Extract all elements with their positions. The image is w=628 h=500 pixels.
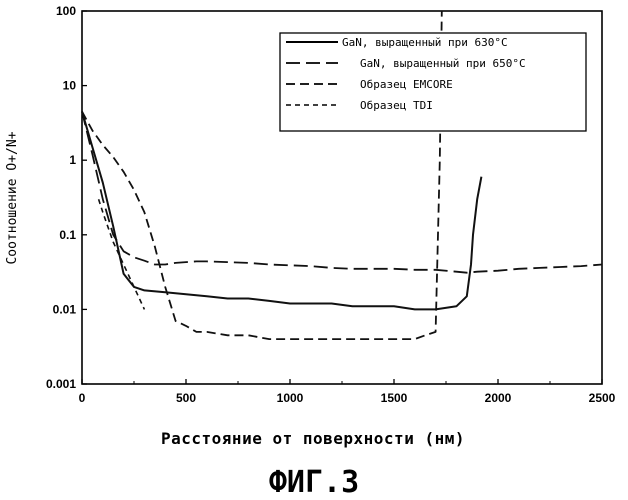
y-tick-label: 0.1 <box>59 228 76 242</box>
legend-label-3: Образец EMCORE <box>360 78 453 91</box>
x-tick-label: 1500 <box>381 391 408 405</box>
legend-label-4: Образец TDI <box>360 99 433 112</box>
y-tick-label: 0.001 <box>46 377 76 391</box>
x-tick-label: 500 <box>176 391 196 405</box>
y-tick-label: 0.01 <box>53 302 77 316</box>
y-axis-label: Соотношение O+/N+ <box>5 131 20 264</box>
series-line-4 <box>99 199 145 309</box>
y-axis-ticks: 0.001 0.01 0.1 1 10 100 <box>46 4 87 391</box>
y-tick-label: 100 <box>56 4 76 18</box>
x-tick-label: 0 <box>79 391 86 405</box>
y-tick-label: 10 <box>63 79 77 93</box>
x-axis-label: Расстояние от поверхности (нм) <box>161 429 465 448</box>
legend-label-2: GaN, выращенный при 650°C <box>360 57 526 70</box>
series-line-2 <box>82 112 602 273</box>
figure-caption: ФИГ.3 <box>269 465 359 500</box>
y-tick-label: 1 <box>69 153 76 167</box>
x-tick-label: 2000 <box>485 391 512 405</box>
x-tick-label: 1000 <box>277 391 304 405</box>
legend: GaN, выращенный при 630°C GaN, выращенный… <box>280 33 586 131</box>
x-tick-label: 2500 <box>589 391 616 405</box>
series-line-1 <box>82 112 481 310</box>
x-axis-ticks: 0 500 1000 1500 2000 2500 <box>79 379 616 405</box>
legend-label-1: GaN, выращенный при 630°C <box>342 36 508 49</box>
